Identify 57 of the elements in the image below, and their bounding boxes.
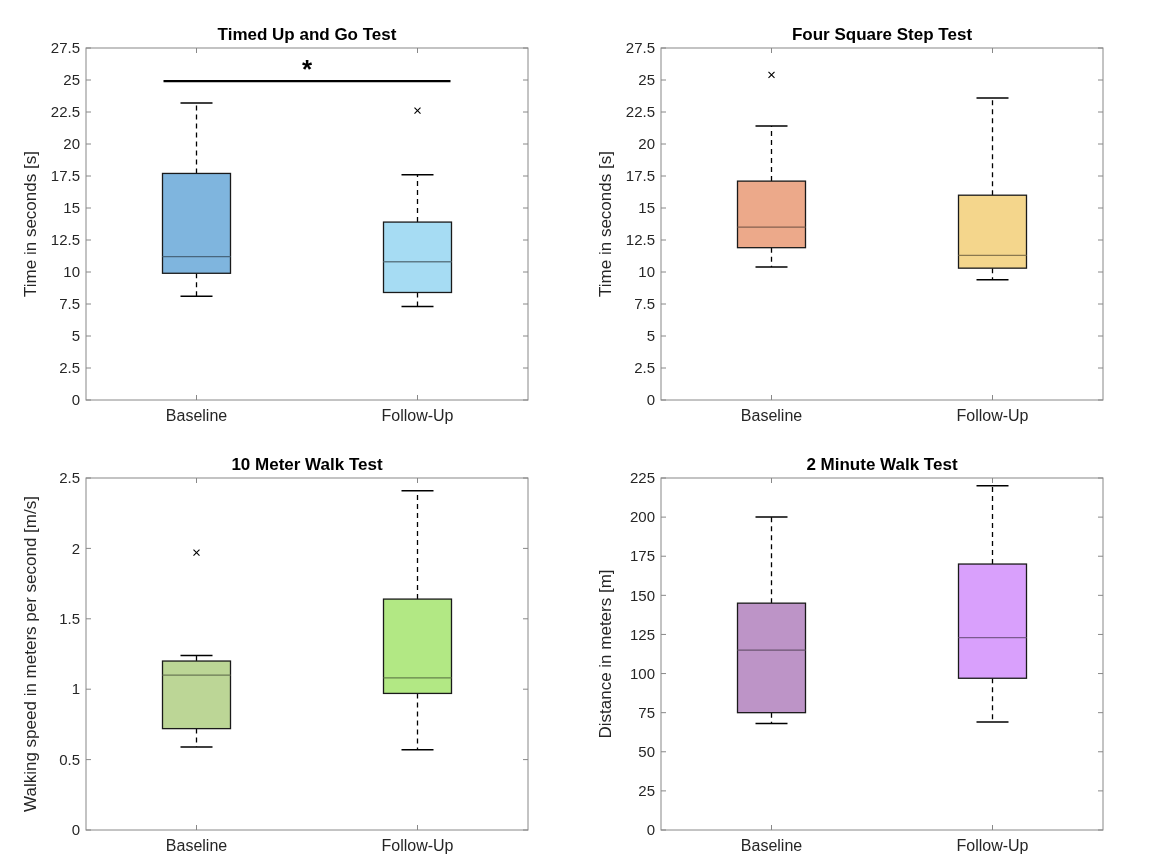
x-tick-label: Baseline — [165, 407, 228, 424]
y-tick-label: 175 — [629, 547, 655, 565]
y-tick-label: 200 — [629, 508, 655, 526]
y-tick-label: 5 — [646, 327, 655, 345]
y-tick-label: 12.5 — [625, 231, 655, 249]
x-tick-label: Baseline — [740, 837, 803, 854]
y-tick-label: 50 — [638, 743, 655, 761]
x-tick-label: Follow-Up — [381, 407, 454, 424]
y-tick-label: 25 — [638, 71, 655, 89]
y-axis-title: Time in seconds [s] — [21, 151, 40, 297]
y-tick-label: 7.5 — [59, 295, 80, 313]
y-tick-label: 0 — [646, 821, 655, 839]
y-tick-label: 125 — [629, 625, 655, 643]
y-tick-label: 0 — [646, 391, 655, 409]
y-tick-label: 12.5 — [50, 231, 80, 249]
y-tick-label: 1.5 — [59, 610, 80, 628]
x-tick-label: Follow-Up — [956, 407, 1029, 424]
annotation: * — [301, 54, 313, 85]
x-tick-label: Baseline — [165, 837, 228, 854]
y-tick-label: 15 — [638, 199, 655, 217]
y-tick-label: 17.5 — [50, 167, 80, 185]
chart-title: 10 Meter Walk Test — [231, 455, 383, 474]
y-tick-label: 10 — [63, 263, 80, 281]
y-tick-label: 22.5 — [625, 103, 655, 121]
x-tick-label: Baseline — [740, 407, 803, 424]
x-tick-label: Follow-Up — [956, 837, 1029, 854]
y-axis-title: Distance in meters [m] — [596, 569, 615, 739]
y-tick-label: 7.5 — [634, 295, 655, 313]
y-tick-label: 0.5 — [59, 750, 80, 768]
y-tick-label: 0 — [71, 821, 80, 839]
y-axis-title: Time in seconds [s] — [596, 151, 615, 297]
chart-title: Four Square Step Test — [791, 25, 973, 44]
y-tick-label: 2 — [71, 539, 80, 557]
y-tick-label: 0 — [71, 391, 80, 409]
y-tick-label: 2.5 — [59, 469, 80, 487]
y-tick-label: 150 — [629, 586, 655, 604]
y-tick-label: 2.5 — [634, 359, 655, 377]
chart-title: Timed Up and Go Test — [217, 25, 397, 44]
y-tick-label: 225 — [629, 469, 655, 487]
y-tick-label: 17.5 — [625, 167, 655, 185]
x-tick-label: Follow-Up — [381, 837, 454, 854]
y-tick-label: 100 — [629, 664, 655, 682]
y-axis-title: Walking speed in meters per second [m/s] — [21, 496, 40, 812]
y-tick-label: 2.5 — [59, 359, 80, 377]
y-tick-label: 25 — [638, 782, 655, 800]
y-tick-label: 75 — [638, 703, 655, 721]
y-tick-label: 22.5 — [50, 103, 80, 121]
y-tick-label: 20 — [63, 135, 80, 153]
chart-title: 2 Minute Walk Test — [806, 455, 958, 474]
y-tick-label: 20 — [638, 135, 655, 153]
y-tick-label: 1 — [71, 680, 80, 698]
y-tick-label: 25 — [63, 71, 80, 89]
y-tick-label: 15 — [63, 199, 80, 217]
y-tick-label: 27.5 — [625, 39, 655, 57]
y-tick-label: 10 — [638, 263, 655, 281]
y-tick-label: 27.5 — [50, 39, 80, 57]
y-tick-label: 5 — [71, 327, 80, 345]
